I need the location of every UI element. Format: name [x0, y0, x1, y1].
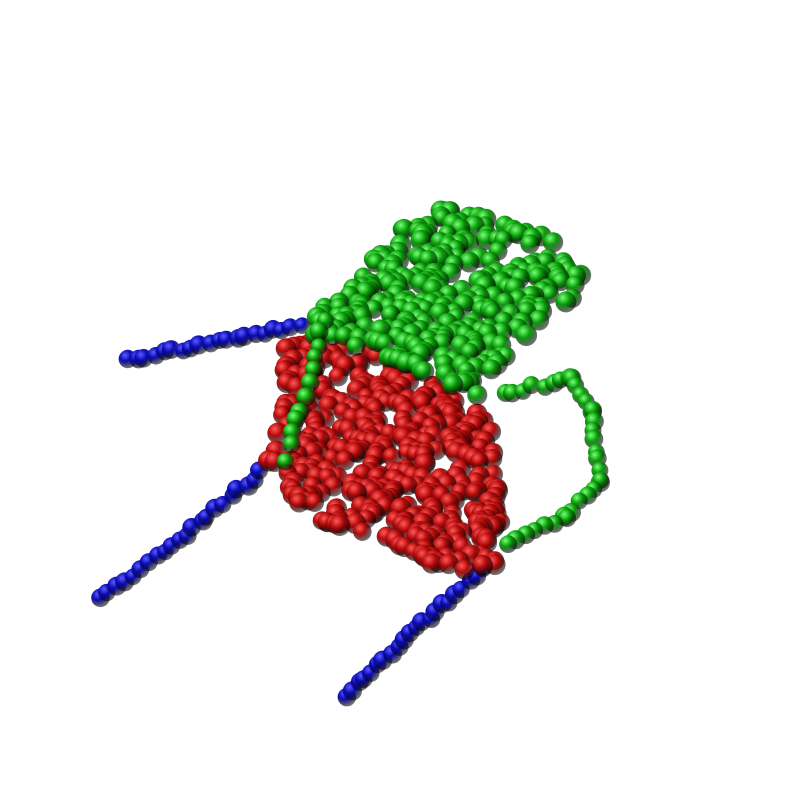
seat-point [421, 553, 443, 574]
seat-point [329, 514, 351, 536]
back-point [528, 309, 550, 331]
seat-point [289, 492, 310, 513]
seat-point [465, 483, 485, 502]
arm-point [276, 452, 295, 471]
arm-point [499, 535, 517, 554]
seat-point [305, 493, 324, 512]
seat-point [382, 447, 402, 467]
arm-point [522, 376, 541, 395]
chair-legs [91, 317, 492, 707]
seat-point [267, 422, 289, 444]
seat-point [353, 522, 372, 541]
back-point [413, 361, 435, 382]
seat-point [335, 450, 355, 471]
arm-point [300, 373, 320, 392]
back-point [346, 336, 366, 356]
chair-back-and-arm [276, 200, 610, 554]
arm-point [306, 348, 324, 366]
arm-point [282, 435, 301, 454]
back-point [458, 251, 480, 273]
back-point [555, 291, 577, 313]
arm-point [309, 321, 329, 341]
arm-point [296, 387, 316, 407]
back-point [515, 324, 538, 347]
back-point [481, 359, 502, 380]
seat-point [438, 553, 460, 575]
back-point [467, 385, 488, 405]
seat-point [470, 452, 489, 471]
back-point [520, 234, 540, 254]
seat-point [472, 554, 493, 576]
seat-point [454, 559, 475, 580]
arm-point [584, 429, 604, 449]
back-point [543, 232, 564, 253]
back-point [442, 374, 464, 396]
seat-point [328, 367, 348, 387]
